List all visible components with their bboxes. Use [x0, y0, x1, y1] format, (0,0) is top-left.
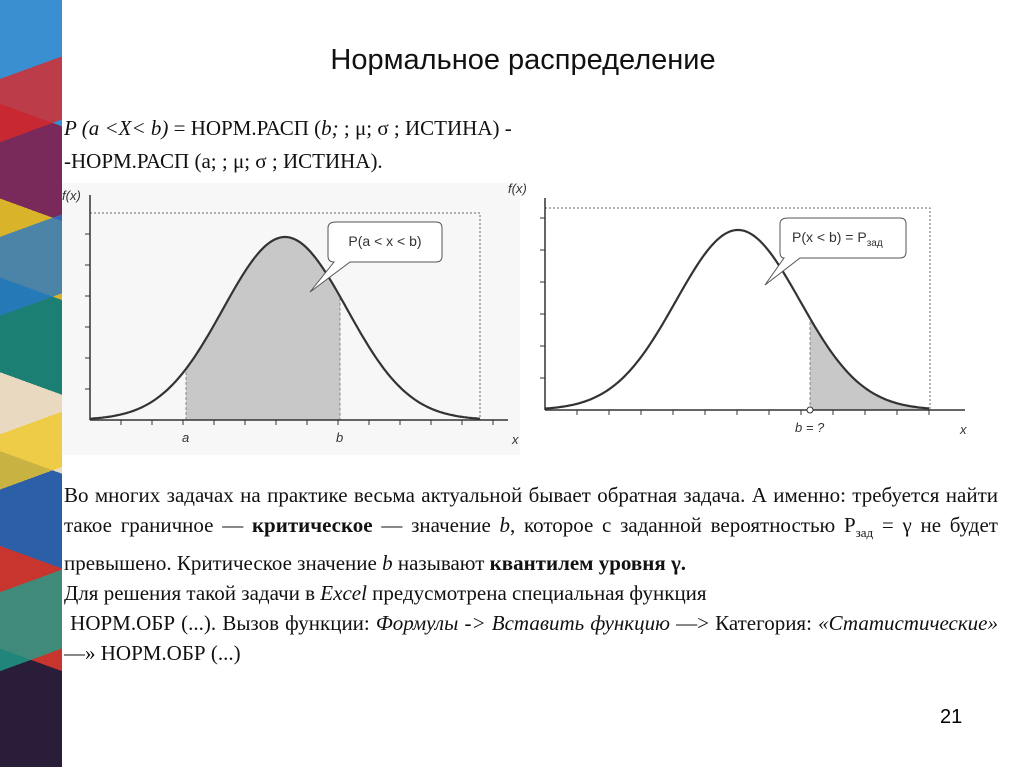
formula-part: P (a <X< b): [64, 116, 169, 140]
curve: [89, 235, 481, 420]
decorative-strip: [0, 0, 62, 767]
y-label: f(x): [62, 188, 81, 203]
text-italic: b: [499, 513, 511, 537]
formula-line: P (a <X< b) = НОРМ.РАСП (b; ; μ; σ ; ИСТ…: [64, 112, 512, 145]
text-bold: квантилем уровня γ.: [489, 551, 687, 576]
text-italic: b: [382, 551, 393, 576]
text-italic: «Статистические»: [818, 611, 998, 636]
formula: P (a <X< b) = НОРМ.РАСП (b; ; μ; σ ; ИСТ…: [64, 112, 512, 178]
dashed-frame: [90, 212, 481, 420]
text-italic: Формулы -> Вставить функцию: [375, 611, 670, 636]
text: —> Категория:: [669, 611, 819, 636]
body-text: Во многих задачах на практике весьма акт…: [64, 480, 998, 668]
formula-line: -НОРМ.РАСП (а; ; μ; σ ; ИСТИНА).: [64, 149, 383, 173]
text: , которое с заданной вероятностью Р: [510, 513, 856, 537]
paragraph: НОРМ.ОБР (...). Вызов функции: Формулы -…: [64, 608, 998, 668]
y-label: f(x): [508, 181, 527, 196]
x-mark: b: [336, 430, 343, 445]
text-bold: критическое: [251, 513, 373, 537]
text: НОРМ.ОБР (...). Вызов функции:: [64, 611, 376, 636]
x-mark: a: [182, 430, 189, 445]
dashed-frame: [545, 207, 931, 410]
text-italic: Excel: [320, 581, 367, 606]
figure: f(x) b = ? x P(x < b) = Pзад: [508, 181, 967, 437]
callout: [764, 217, 907, 286]
point-b: [806, 406, 814, 414]
slide-title: Нормальное распределение: [330, 44, 716, 76]
text: Для решения такой задачи в: [64, 581, 321, 606]
x-mark: b = ?: [795, 420, 825, 435]
text: предусмотрена специальная функция: [366, 581, 707, 606]
text: называют: [392, 551, 490, 576]
text: —» НОРМ.ОБР (...): [64, 611, 1004, 666]
shaded-area: [809, 316, 931, 411]
ticks: [540, 217, 930, 415]
formula-part: ; μ; σ ; ИСТИНА) -: [338, 116, 512, 140]
text: — значение: [372, 513, 500, 537]
figure: f(x) a b x P(a < x < b): [62, 183, 520, 455]
callout-text: P(x < b) = Pзад: [792, 229, 883, 249]
callout-main: P(x < b) = P: [792, 229, 867, 245]
text-sub: зад: [855, 525, 874, 541]
callout: [309, 221, 443, 293]
formula-part: = НОРМ.РАСП (: [168, 116, 322, 140]
x-label: x: [511, 432, 519, 447]
text: = γ не будет превышено. Критическое знач…: [64, 513, 998, 576]
text: Во многих задачах на практике весьма акт…: [64, 483, 998, 537]
callout-sub: зад: [867, 238, 883, 249]
paragraph: Для решения такой задачи в Excel предусм…: [64, 578, 998, 608]
formula-part: b;: [321, 116, 339, 140]
x-label: x: [959, 422, 967, 437]
curve: [544, 228, 930, 410]
ticks: [85, 233, 494, 425]
page-number: 21: [940, 706, 963, 728]
paragraph: Во многих задачах на практике весьма акт…: [64, 480, 998, 578]
callout-text: P(a < x < b): [348, 233, 421, 249]
